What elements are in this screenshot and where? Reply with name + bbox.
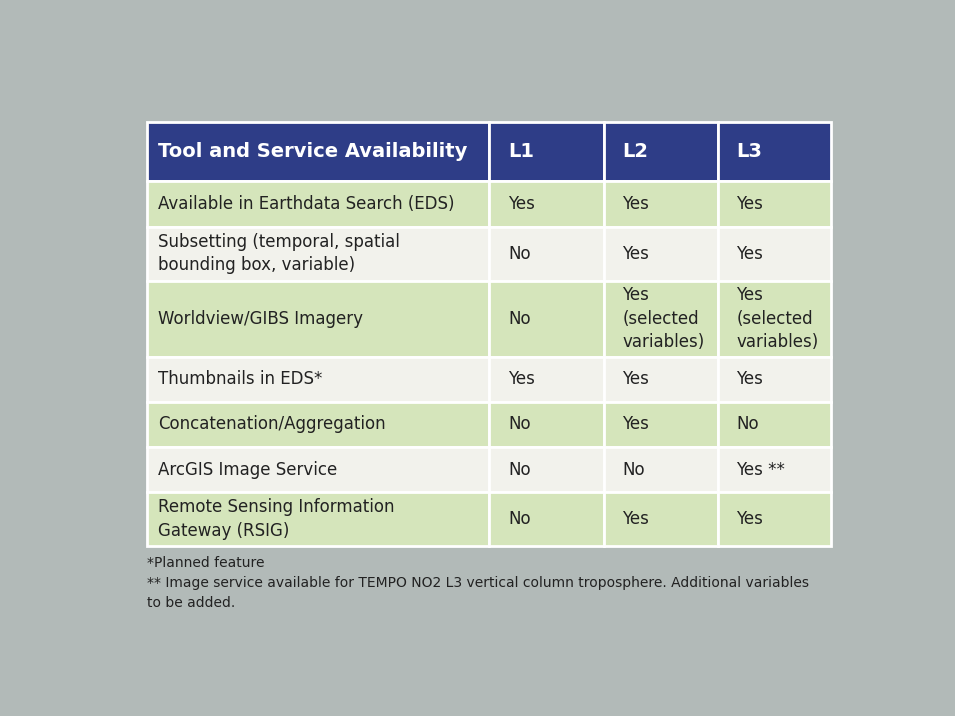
- Bar: [147, 402, 489, 447]
- Bar: [489, 226, 604, 281]
- Bar: [604, 181, 718, 226]
- Bar: [604, 447, 718, 492]
- Text: Tool and Service Availability: Tool and Service Availability: [158, 142, 467, 161]
- Text: *Planned feature: *Planned feature: [147, 556, 265, 570]
- Bar: [489, 357, 604, 402]
- Bar: [147, 281, 489, 357]
- Bar: [604, 402, 718, 447]
- Bar: [718, 281, 832, 357]
- Text: No: No: [622, 460, 645, 478]
- Text: Worldview/GIBS Imagery: Worldview/GIBS Imagery: [158, 309, 363, 328]
- Text: Yes: Yes: [622, 511, 649, 528]
- Text: Yes: Yes: [622, 370, 649, 388]
- Bar: [604, 281, 718, 357]
- Text: L3: L3: [736, 142, 762, 161]
- Text: Concatenation/Aggregation: Concatenation/Aggregation: [158, 415, 386, 433]
- Bar: [604, 492, 718, 546]
- Bar: [489, 281, 604, 357]
- Text: Yes: Yes: [736, 511, 763, 528]
- Bar: [147, 447, 489, 492]
- Text: ArcGIS Image Service: ArcGIS Image Service: [158, 460, 337, 478]
- Text: Yes: Yes: [622, 245, 649, 263]
- Text: L1: L1: [508, 142, 534, 161]
- Bar: [718, 226, 832, 281]
- Bar: [604, 357, 718, 402]
- Text: Yes: Yes: [622, 415, 649, 433]
- Text: Yes
(selected
variables): Yes (selected variables): [736, 286, 818, 351]
- Bar: [489, 181, 604, 226]
- Text: L2: L2: [622, 142, 648, 161]
- Text: No: No: [508, 415, 531, 433]
- Bar: [718, 181, 832, 226]
- Bar: [718, 122, 832, 181]
- Bar: [147, 181, 489, 226]
- Text: No: No: [508, 511, 531, 528]
- Bar: [718, 402, 832, 447]
- Text: ** Image service available for TEMPO NO2 L3 vertical column troposphere. Additio: ** Image service available for TEMPO NO2…: [147, 576, 810, 609]
- Bar: [604, 122, 718, 181]
- Bar: [604, 226, 718, 281]
- Text: Yes: Yes: [736, 195, 763, 213]
- Text: No: No: [508, 245, 531, 263]
- Bar: [718, 357, 832, 402]
- Text: Yes
(selected
variables): Yes (selected variables): [622, 286, 705, 351]
- Text: Yes: Yes: [736, 245, 763, 263]
- Bar: [489, 122, 604, 181]
- Bar: [147, 492, 489, 546]
- Bar: [718, 492, 832, 546]
- Text: Remote Sensing Information
Gateway (RSIG): Remote Sensing Information Gateway (RSIG…: [158, 498, 394, 540]
- Text: Subsetting (temporal, spatial
bounding box, variable): Subsetting (temporal, spatial bounding b…: [158, 233, 400, 274]
- Text: No: No: [508, 309, 531, 328]
- Text: Yes **: Yes **: [736, 460, 785, 478]
- Text: Thumbnails in EDS*: Thumbnails in EDS*: [158, 370, 322, 388]
- Text: No: No: [736, 415, 759, 433]
- Bar: [489, 492, 604, 546]
- Bar: [489, 447, 604, 492]
- Text: No: No: [508, 460, 531, 478]
- Bar: [147, 122, 489, 181]
- Text: Yes: Yes: [508, 370, 535, 388]
- Bar: [147, 357, 489, 402]
- Text: Yes: Yes: [622, 195, 649, 213]
- Text: Yes: Yes: [508, 195, 535, 213]
- Bar: [489, 402, 604, 447]
- Text: Yes: Yes: [736, 370, 763, 388]
- Text: Available in Earthdata Search (EDS): Available in Earthdata Search (EDS): [158, 195, 455, 213]
- Bar: [147, 226, 489, 281]
- Bar: [718, 447, 832, 492]
